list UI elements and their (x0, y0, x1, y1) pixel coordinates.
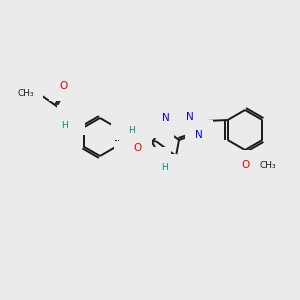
Text: N: N (153, 157, 161, 167)
Text: N: N (162, 113, 170, 123)
Text: O: O (133, 143, 141, 153)
Text: O: O (60, 81, 68, 91)
Text: H: H (61, 122, 68, 130)
Text: N: N (195, 130, 203, 140)
Text: N: N (122, 119, 129, 130)
Text: CH₃: CH₃ (17, 88, 34, 98)
Text: N: N (156, 118, 164, 128)
Text: N: N (67, 115, 75, 125)
Text: H: H (162, 164, 168, 172)
Text: CH₃: CH₃ (259, 160, 276, 169)
Text: O: O (124, 152, 133, 161)
Text: H: H (128, 126, 135, 135)
Text: O: O (241, 160, 249, 170)
Text: N: N (186, 112, 194, 122)
